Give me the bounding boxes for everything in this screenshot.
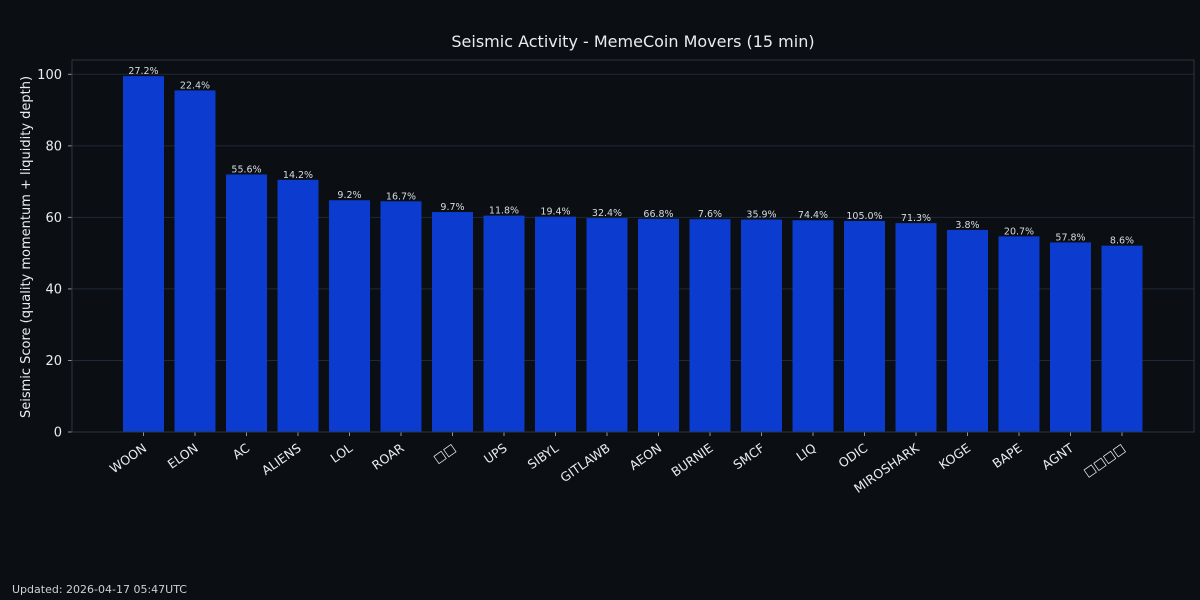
bar [432, 212, 473, 432]
bar [174, 90, 216, 433]
x-tick-label: AGNT [1039, 440, 1077, 473]
bar [947, 229, 988, 432]
bar [586, 218, 628, 432]
bar [844, 220, 885, 432]
bar-data-label: 74.4% [798, 210, 828, 221]
bar [535, 216, 576, 432]
x-tick-label: SIBYL [525, 440, 562, 472]
x-tick-label: ROAR [369, 440, 407, 473]
data-labels: 27.2% 22.4% 55.6% 14.2% 9.2% 16.7% 9.7% 11.8% 19… [128, 66, 1134, 247]
bar [226, 174, 267, 432]
bar-data-label: 71.3% [901, 213, 931, 224]
bar [1050, 242, 1091, 432]
plot-area-frame [71, 59, 1195, 433]
x-tick-label: □□□□ [1080, 440, 1127, 479]
chart-title: Seismic Activity - MemeCoin Movers (15 m… [451, 32, 814, 51]
y-axis-ticks: 0 20 40 60 80 100 [37, 68, 72, 441]
bar-data-label: 9.7% [440, 202, 464, 213]
y-tick-label: 100 [37, 68, 62, 83]
bar-data-label: 11.8% [489, 206, 519, 217]
y-tick-label: 60 [45, 211, 62, 226]
y-tick-label: 20 [45, 354, 62, 369]
bar-data-label: 27.2% [128, 66, 158, 77]
x-tick-label: ODIC [835, 440, 870, 471]
bar-data-label: 57.8% [1055, 232, 1085, 243]
x-tick-label: AEON [626, 440, 664, 473]
bar-data-label: 14.2% [283, 170, 313, 181]
bar-data-label: 105.0% [846, 211, 882, 222]
bar-data-label: 32.4% [592, 208, 622, 219]
bar-data-label: 35.9% [746, 210, 776, 221]
bar-data-label: 16.7% [386, 191, 416, 202]
bar [483, 215, 525, 432]
x-tick-label: KOGE [936, 440, 973, 472]
x-tick-label: SMCF [730, 440, 767, 472]
bar-data-label: 66.8% [643, 209, 673, 220]
x-tick-label: ALIENS [259, 440, 304, 478]
bar [277, 179, 319, 432]
x-tick-label: WOON [107, 440, 150, 476]
x-tick-label: AC [230, 440, 253, 462]
bar [638, 218, 679, 432]
bar [741, 219, 782, 432]
x-axis-ticks: WOON ELON AC ALIENS LOL ROAR □□ UPS SIBYLGITLAWB… [107, 432, 1128, 496]
y-tick-label: 80 [45, 139, 62, 154]
x-tick-label: □□ [430, 440, 458, 466]
x-tick-label: BURNIE [668, 440, 715, 480]
y-axis-label: Seismic Score (quality momentum + liquid… [19, 76, 34, 418]
bars [123, 76, 1143, 433]
bar [895, 223, 937, 432]
bar-data-label: 19.4% [540, 207, 570, 218]
x-tick-label: BAPE [989, 440, 1024, 471]
y-tick-label: 40 [45, 282, 62, 297]
x-tick-label: UPS [481, 440, 510, 466]
bar-data-label: 3.8% [955, 220, 979, 231]
x-tick-label: LOL [328, 440, 356, 466]
bar [329, 200, 370, 432]
bar [123, 76, 164, 432]
x-tick-label: LIQ [793, 440, 819, 464]
y-tick-label: 0 [54, 426, 62, 441]
bar-data-label: 7.6% [698, 209, 722, 220]
bar-data-label: 8.6% [1110, 236, 1134, 247]
bar [792, 220, 834, 432]
bar [689, 219, 731, 432]
bar-data-label: 55.6% [231, 164, 261, 175]
bar-data-label: 22.4% [180, 80, 210, 91]
bar [1101, 245, 1143, 432]
bar [998, 236, 1040, 432]
x-tick-label: ELON [165, 440, 201, 472]
bar-data-label: 20.7% [1004, 226, 1034, 237]
bar-data-label: 9.2% [337, 190, 361, 201]
x-tick-label: GITLAWB [557, 440, 612, 485]
bar [380, 201, 422, 432]
updated-timestamp: Updated: 2026-04-17 05:47UTC [12, 583, 187, 596]
